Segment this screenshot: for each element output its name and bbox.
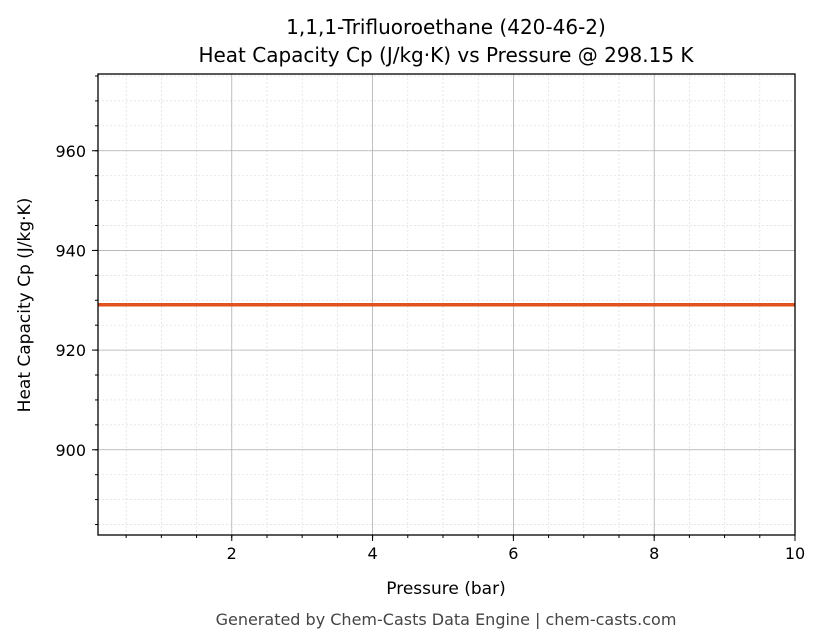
chart-subtitle: Heat Capacity Cp (J/kg·K) vs Pressure @ …	[198, 43, 694, 67]
y-axis-label: Heat Capacity Cp (J/kg·K)	[15, 198, 35, 413]
plot-frame	[97, 73, 796, 536]
x-axis-label: Pressure (bar)	[386, 579, 505, 599]
y-tick-label: 920	[55, 341, 86, 360]
x-tick-label: 4	[367, 544, 377, 563]
x-tick-label: 10	[785, 544, 805, 563]
x-tick-label: 2	[227, 544, 237, 563]
footer-text: Generated by Chem-Casts Data Engine | ch…	[216, 610, 677, 629]
y-tick-label: 960	[55, 142, 86, 161]
y-tick-label: 900	[55, 441, 86, 460]
x-tick-label: 6	[508, 544, 518, 563]
y-tick-label: 940	[55, 241, 86, 260]
x-tick-label: 8	[649, 544, 659, 563]
chart-title: 1,1,1-Trifluoroethane (420-46-2)	[286, 15, 606, 39]
grid	[98, 74, 796, 535]
ticks: 2 4 6 8 10 900 920 940 960	[55, 75, 805, 563]
